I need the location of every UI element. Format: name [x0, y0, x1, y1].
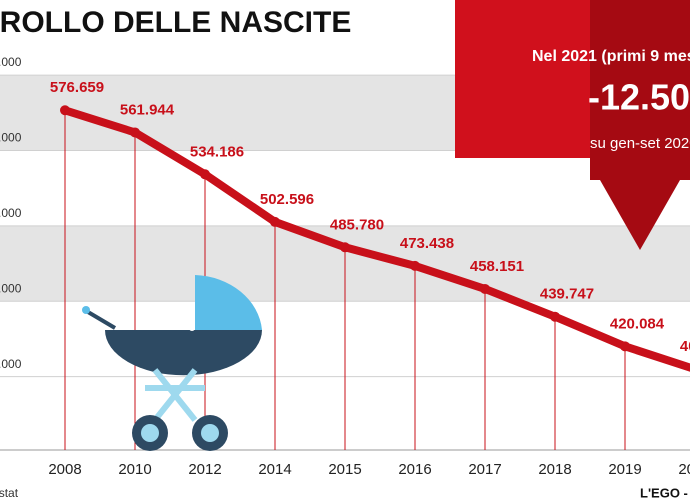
data-label: 439.747 — [540, 286, 594, 303]
data-point — [200, 169, 210, 180]
x-tick-label: 2017 — [468, 461, 501, 478]
data-label: 473.438 — [400, 235, 454, 252]
annotation: Nel 2021 (primi 9 mesi) — [532, 48, 690, 65]
stroller-icon — [82, 275, 262, 451]
annotation: -12.500 — [588, 77, 690, 118]
y-tick-label: 500.000 — [0, 206, 22, 220]
x-tick-label: 2014 — [258, 461, 291, 478]
x-tick-label: 2016 — [398, 461, 431, 478]
data-label: 485.780 — [330, 216, 384, 233]
data-point — [410, 260, 420, 271]
source: Fonte: Istat — [0, 486, 19, 500]
y-tick-label: 450.000 — [0, 281, 22, 295]
x-tick-label: 2018 — [538, 461, 571, 478]
data-point — [620, 341, 630, 352]
data-point — [60, 105, 70, 116]
y-tick-label: 550.000 — [0, 131, 22, 145]
data-label: 420.084 — [610, 315, 665, 332]
x-tick-label: 2020 — [678, 461, 690, 478]
y-tick-label: 600.000 — [0, 55, 22, 69]
data-point — [270, 216, 280, 227]
annotation: su gen-set 2020 — [590, 135, 690, 152]
data-label: 458.151 — [470, 258, 524, 275]
x-tick-label: 2015 — [328, 461, 361, 478]
plot: 400.000 450.000 500.000 550.000 600.000 2008 2… — [0, 55, 690, 478]
data-point — [550, 311, 560, 322]
credit: L'EGO - HUB — [640, 485, 690, 500]
down-arrow — [590, 0, 690, 250]
data-label: 534.186 — [190, 143, 244, 160]
x-tick-label: 2010 — [118, 461, 151, 478]
x-tick-label: 2008 — [48, 461, 81, 478]
x-tick-label: 2012 — [188, 461, 221, 478]
y-tick-label: 400.000 — [0, 357, 22, 371]
chart-title: CROLLO DELLE NASCITE — [0, 6, 351, 39]
data-point — [340, 242, 350, 253]
data-label: 561.944 — [120, 101, 175, 118]
data-label: 576.659 — [50, 79, 104, 96]
data-label: 502.596 — [260, 191, 314, 208]
data-line — [61, 106, 690, 372]
data-point — [130, 127, 140, 138]
x-tick-label: 2019 — [608, 461, 641, 478]
data-label: 404.892 — [680, 338, 690, 355]
data-point — [480, 283, 490, 294]
